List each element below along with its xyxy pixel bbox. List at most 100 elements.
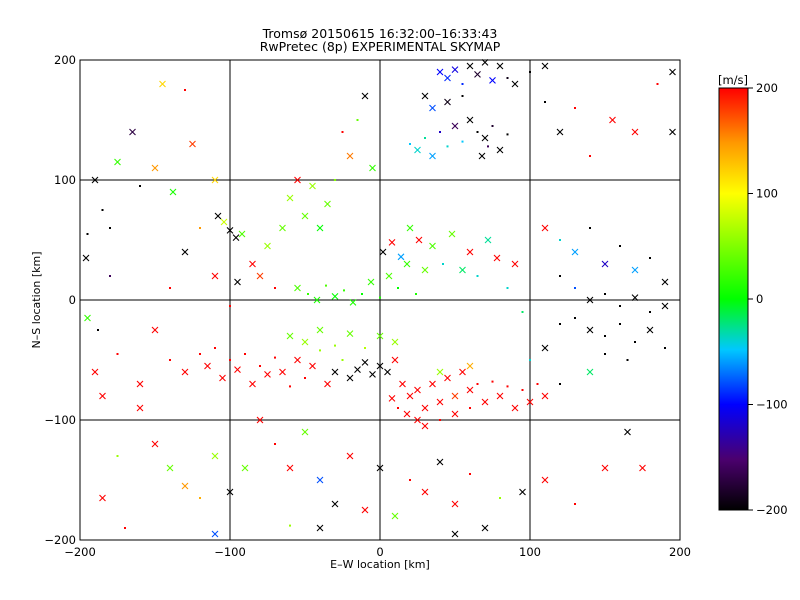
data-point-dot [274,287,276,289]
data-point-dot [229,305,231,307]
data-point-cross [220,218,228,226]
data-point-dot [589,227,591,229]
data-point-dot [319,349,321,352]
data-point-cross [249,380,256,388]
data-point-cross [421,92,429,100]
data-point-cross [631,128,639,136]
data-point-dot [97,329,99,331]
data-point-dot [199,353,201,355]
data-point-cross [459,368,466,376]
data-point-dot [334,344,336,347]
data-point-cross [286,332,294,340]
data-point-cross [324,200,331,208]
data-point-dot [574,287,576,289]
data-point-dot [536,383,539,385]
y-tick-label: 100 [54,173,76,187]
data-point-cross [316,224,324,232]
data-point-cross [436,68,444,76]
data-point-cross [136,404,144,412]
data-point-dot [199,497,201,499]
data-point-cross [556,128,564,136]
data-point-dot [476,131,479,133]
data-point-dot [604,353,606,355]
data-point-dot [487,145,489,148]
data-point-dot [361,293,363,295]
data-point-cross [444,98,451,106]
data-point-cross [301,428,309,436]
data-point-cross [169,188,177,196]
data-point-dot [439,131,441,133]
data-point-dot [604,335,606,337]
data-point-cross [369,371,376,378]
data-point-cross [114,158,121,166]
data-point-dot [589,155,591,157]
data-point-cross [451,500,459,508]
data-point-cross [397,253,405,261]
data-point-cross [211,530,219,538]
data-point-dot [199,227,201,229]
data-point-dot [229,359,231,361]
data-point-cross [421,404,429,412]
data-point-cross [496,62,504,70]
data-point-cross [403,260,411,268]
data-point-dot [506,133,509,136]
data-point-dot [476,383,479,385]
data-point-cross [256,416,264,424]
data-point-dot [274,356,276,359]
data-point-dot [101,209,104,211]
data-point-dot [397,287,399,289]
y-tick-label: −100 [44,413,76,427]
data-point-dot [289,385,291,388]
data-point-cross [256,272,264,280]
data-point-cross [129,128,136,136]
data-point-dot [116,455,119,457]
data-point-dot [325,284,327,287]
data-point-cross [349,299,357,306]
data-point-cross [385,272,393,280]
data-point-cross [496,146,504,154]
data-point-cross [388,395,396,402]
data-point-dot [604,293,606,295]
data-point-cross [444,374,451,382]
data-point-cross [232,234,240,241]
data-point-cross [586,326,594,334]
data-point-cross [429,104,436,112]
data-point-cross [238,230,246,238]
colorbar-tick-label: 100 [756,187,778,201]
data-point-cross [466,116,474,124]
data-point-dot [574,107,576,109]
data-point-cross [166,464,174,472]
data-point-dot [169,359,171,361]
data-point-dot [506,77,509,79]
data-point-cross [384,368,391,376]
x-tick-label: 200 [669,545,691,559]
data-point-cross [294,284,301,292]
data-point-cross [511,404,519,412]
data-point-dot [626,359,629,361]
data-point-dot [649,257,651,259]
data-point-cross [82,254,90,262]
colorbar-tick-label: −100 [756,398,788,412]
data-point-cross [84,314,91,322]
data-point-dot [491,125,494,127]
data-point-cross [451,122,459,130]
data-point-dot [664,347,666,349]
data-point-dot [521,389,524,391]
data-point-cross [444,74,451,82]
y-tick-label: −200 [44,533,76,547]
data-point-cross [99,392,106,400]
data-point-dot [184,89,186,91]
data-point-dot [619,305,621,307]
data-point-dot [461,95,464,97]
data-point-dot [274,443,276,445]
data-point-cross [466,62,474,70]
data-point-dot [244,353,246,355]
data-point-dot [109,227,111,229]
data-point-cross [234,366,241,373]
data-point-dot [619,245,621,247]
data-point-dot [289,524,291,527]
data-point-dot [461,83,464,85]
data-point-cross [414,146,421,154]
data-point-cross [451,410,459,418]
data-point-cross [451,530,459,538]
